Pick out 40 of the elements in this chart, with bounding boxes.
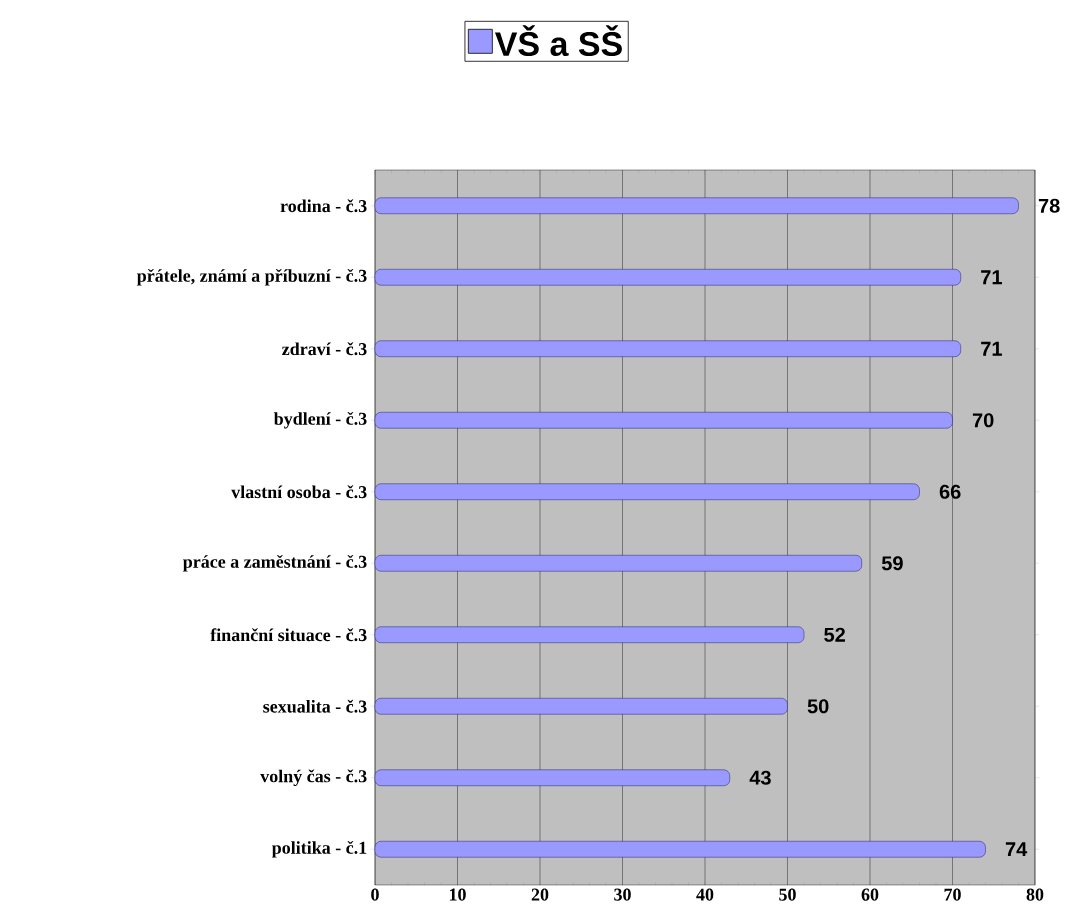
legend-label: VŠ a SŠ bbox=[494, 25, 622, 57]
x-tick-label: 20 bbox=[531, 888, 549, 901]
y-tick-label: finanční situace - č.3 bbox=[210, 628, 367, 642]
x-tick-label: 40 bbox=[696, 888, 714, 901]
x-tick-label: 0 bbox=[371, 888, 379, 901]
data-label: 70 bbox=[972, 413, 994, 428]
x-tick-label: 50 bbox=[779, 888, 796, 901]
y-tick-label: vlastní osoba - č.3 bbox=[231, 485, 367, 499]
data-label: 66 bbox=[939, 484, 961, 499]
bar bbox=[374, 555, 862, 572]
y-tick-label: přátele, známí a příbuzní - č.3 bbox=[136, 268, 367, 286]
bar bbox=[374, 483, 920, 500]
data-label: 52 bbox=[824, 627, 845, 642]
data-label: 43 bbox=[749, 770, 771, 785]
x-tick-label: 60 bbox=[861, 888, 879, 901]
bar bbox=[374, 841, 986, 858]
bar bbox=[374, 626, 805, 643]
x-tick-label: 80 bbox=[1026, 888, 1044, 901]
data-label: 74 bbox=[1005, 842, 1028, 857]
data-label: 71 bbox=[981, 341, 1002, 356]
y-tick-label: zdraví - č.3 bbox=[282, 342, 367, 356]
bar bbox=[374, 269, 961, 286]
y-tick-label: rodina - č.3 bbox=[280, 199, 367, 213]
y-tick-label: bydlení - č.3 bbox=[273, 411, 367, 429]
bar bbox=[374, 698, 788, 715]
x-tick-label: 70 bbox=[944, 888, 961, 901]
y-tick-label: politika - č.1 bbox=[271, 840, 367, 858]
y-tick-label: volný čas - č.3 bbox=[260, 769, 367, 787]
x-tick-label: 10 bbox=[449, 888, 466, 901]
bar bbox=[374, 769, 730, 786]
bar bbox=[374, 412, 953, 429]
data-label: 59 bbox=[881, 556, 903, 571]
y-tick-label: sexualita - č.3 bbox=[263, 699, 367, 713]
y-tick-label: práce a zaměstnání - č.3 bbox=[182, 554, 367, 572]
bar bbox=[374, 340, 961, 357]
bar bbox=[374, 197, 1019, 214]
data-label: 50 bbox=[807, 699, 829, 714]
data-label: 78 bbox=[1038, 198, 1060, 213]
data-label: 71 bbox=[981, 270, 1002, 285]
x-tick-label: 30 bbox=[614, 888, 631, 901]
